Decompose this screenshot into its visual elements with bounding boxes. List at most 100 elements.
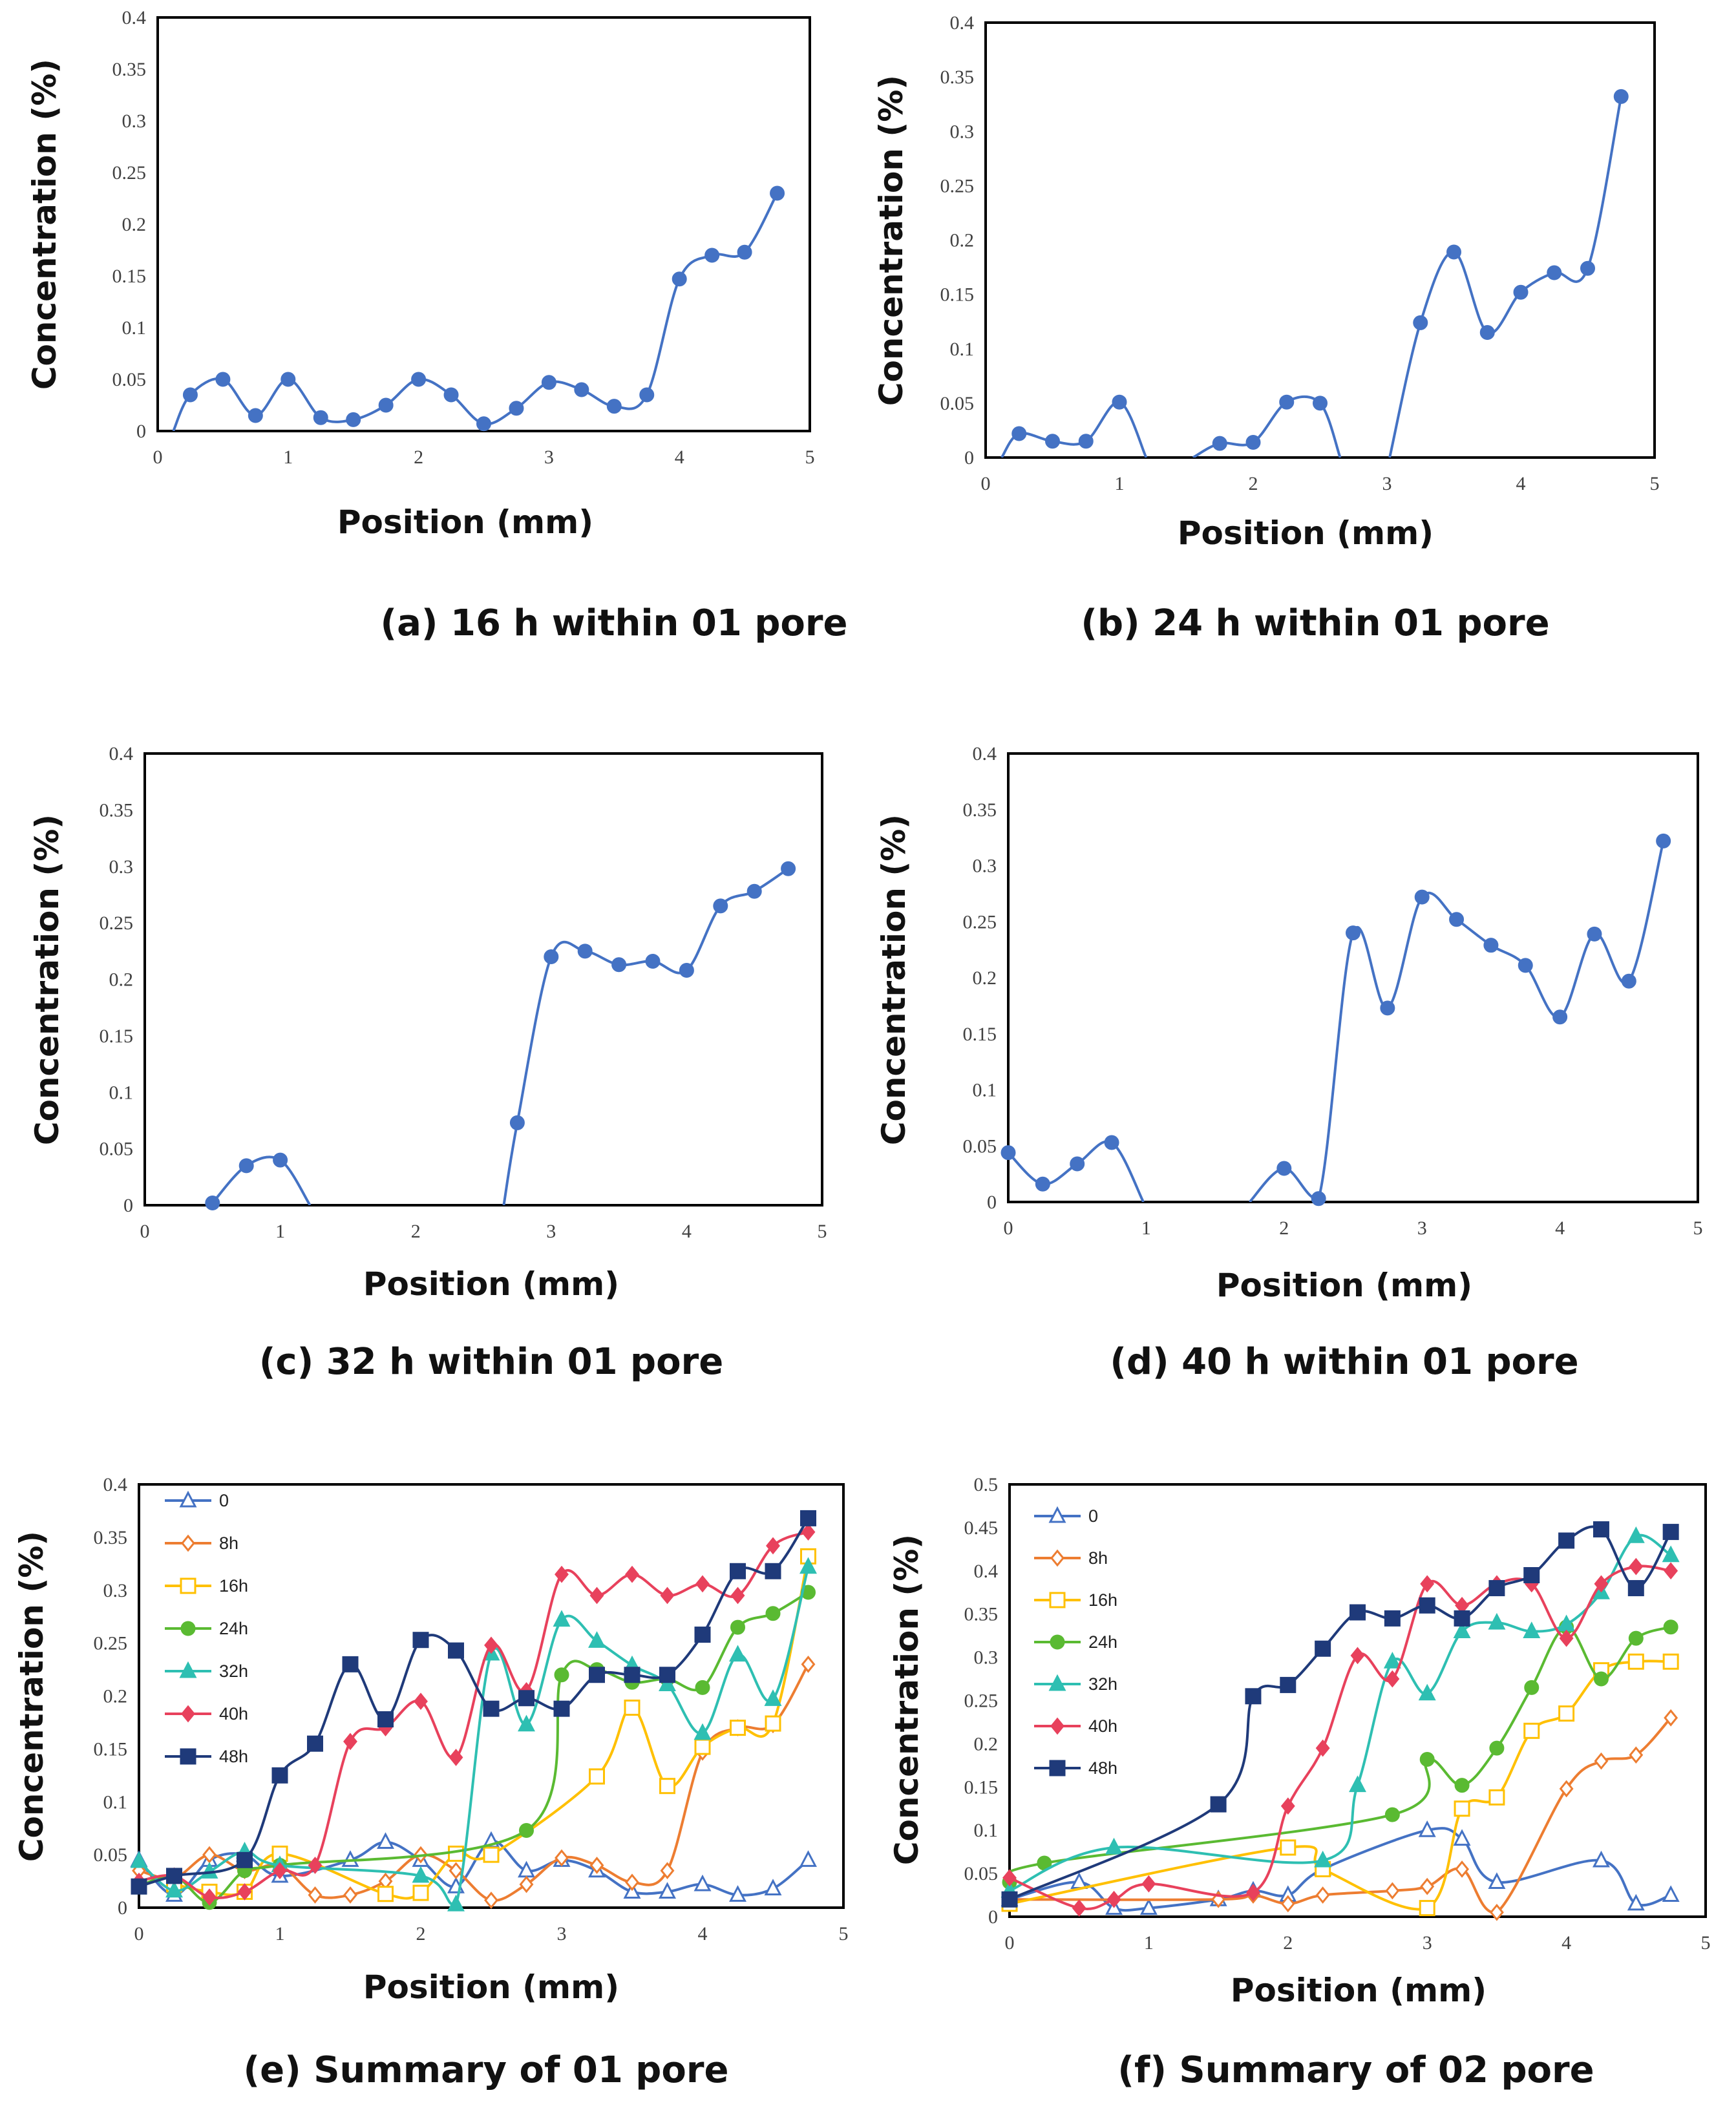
data-point [694, 1738, 711, 1755]
data-point [307, 1735, 323, 1752]
data-point [1420, 1575, 1435, 1593]
legend-marker [1049, 1760, 1066, 1776]
data-point [509, 1115, 525, 1130]
x-axis-label: Position (mm) [363, 1968, 619, 2006]
data-point [574, 382, 589, 397]
data-point [659, 1667, 675, 1683]
data-point [1559, 1629, 1574, 1647]
x-axis-label: Position (mm) [337, 503, 593, 541]
legend-label: 8h [1088, 1548, 1108, 1568]
series-32h [205, 861, 796, 1211]
y-tick-label: 0.05 [112, 369, 147, 390]
data-point [1419, 1597, 1435, 1614]
data-point [1314, 1850, 1332, 1868]
y-tick-label: 0.5 [974, 1474, 999, 1495]
y-tick-label: 0.45 [964, 1517, 999, 1539]
data-point [730, 1619, 745, 1635]
series-line [1010, 1625, 1671, 1884]
legend-item: 24h [1034, 1632, 1117, 1652]
x-axis-label: Position (mm) [1231, 1972, 1487, 2009]
x-axis-label: Position (mm) [1178, 514, 1434, 552]
series-line [172, 193, 779, 431]
data-point [1313, 395, 1328, 411]
y-tick-label: 0.05 [963, 1135, 997, 1157]
data-point [308, 1857, 323, 1874]
data-point [1558, 1532, 1575, 1549]
legend-label: 48h [1088, 1758, 1117, 1778]
y-tick-label: 0.15 [94, 1738, 128, 1760]
data-point [1246, 1884, 1260, 1901]
data-point [1418, 1683, 1436, 1701]
series-line [502, 867, 789, 1205]
legend-label: 48h [219, 1747, 248, 1766]
data-point [746, 883, 762, 899]
data-point [729, 1885, 746, 1902]
data-point [704, 248, 720, 263]
data-point [476, 416, 491, 432]
data-point [1384, 1610, 1401, 1627]
x-tick-label: 2 [414, 447, 423, 468]
x-tick-label: 2 [1249, 473, 1258, 494]
data-point [1656, 833, 1671, 848]
data-point [589, 1586, 604, 1605]
data-point [555, 1849, 569, 1867]
data-point [679, 963, 694, 978]
legend-label: 16h [219, 1576, 248, 1596]
x-axis-label: Position (mm) [1216, 1267, 1472, 1304]
x-tick-label: 2 [411, 1221, 421, 1242]
data-point [443, 387, 459, 403]
data-point [1141, 1875, 1156, 1893]
y-tick-label: 0 [964, 447, 974, 469]
y-tick-label: 0.25 [964, 1691, 999, 1712]
data-point [577, 943, 593, 959]
data-point [1664, 1562, 1678, 1580]
y-tick-label: 0.25 [112, 162, 147, 184]
data-point [1523, 1621, 1541, 1638]
data-point [737, 244, 752, 260]
data-point [1558, 1705, 1575, 1722]
x-tick-label: 0 [981, 473, 991, 494]
y-tick-label: 0.1 [122, 317, 147, 339]
data-point [1587, 926, 1602, 942]
data-point [765, 1563, 781, 1579]
y-tick-label: 0 [988, 1906, 998, 1928]
data-point [660, 1862, 675, 1880]
data-point [1662, 1885, 1680, 1902]
data-point [660, 1586, 675, 1605]
y-tick-label: 0.3 [122, 111, 147, 132]
x-tick-label: 5 [805, 447, 815, 468]
data-point [484, 1892, 498, 1909]
y-tick-label: 0.1 [103, 1791, 128, 1813]
data-point [1280, 1676, 1297, 1693]
data-point [166, 1868, 182, 1884]
legend-label: 24h [219, 1619, 248, 1638]
y-axis-label: Concentration (%) [13, 1531, 50, 1862]
data-point [377, 1886, 394, 1902]
data-point [764, 1879, 782, 1896]
data-point [1513, 284, 1529, 300]
y-tick-label: 0.3 [974, 1647, 999, 1669]
chart-c: 0 0.05 0.1 0.15 0.2 0.25 0.3 0.35 0.4 0 1 2 3 4 5 Posit… [28, 743, 827, 1383]
data-point [695, 1575, 710, 1593]
y-tick-label: 0.3 [103, 1580, 128, 1601]
y-tick-label: 0.4 [974, 1561, 999, 1582]
data-point [509, 401, 524, 416]
y-tick-label: 0.1 [109, 1082, 134, 1103]
data-point [730, 1720, 746, 1736]
legend-label: 24h [1088, 1632, 1117, 1652]
data-point [237, 1851, 253, 1868]
data-point [799, 1850, 817, 1867]
data-point [1627, 1526, 1645, 1543]
data-point [1594, 1752, 1609, 1770]
data-point [730, 1586, 745, 1605]
x-tick-label: 0 [134, 1923, 144, 1945]
data-point [1524, 1680, 1540, 1695]
data-point [1454, 1610, 1470, 1627]
y-tick-label: 0.2 [974, 1733, 999, 1755]
y-tick-label: 0.2 [950, 230, 975, 251]
data-point [1488, 1872, 1506, 1889]
legend-item: 16h [1034, 1590, 1117, 1610]
data-point [1662, 1524, 1679, 1541]
data-point [483, 1700, 500, 1717]
data-point [1045, 434, 1060, 449]
